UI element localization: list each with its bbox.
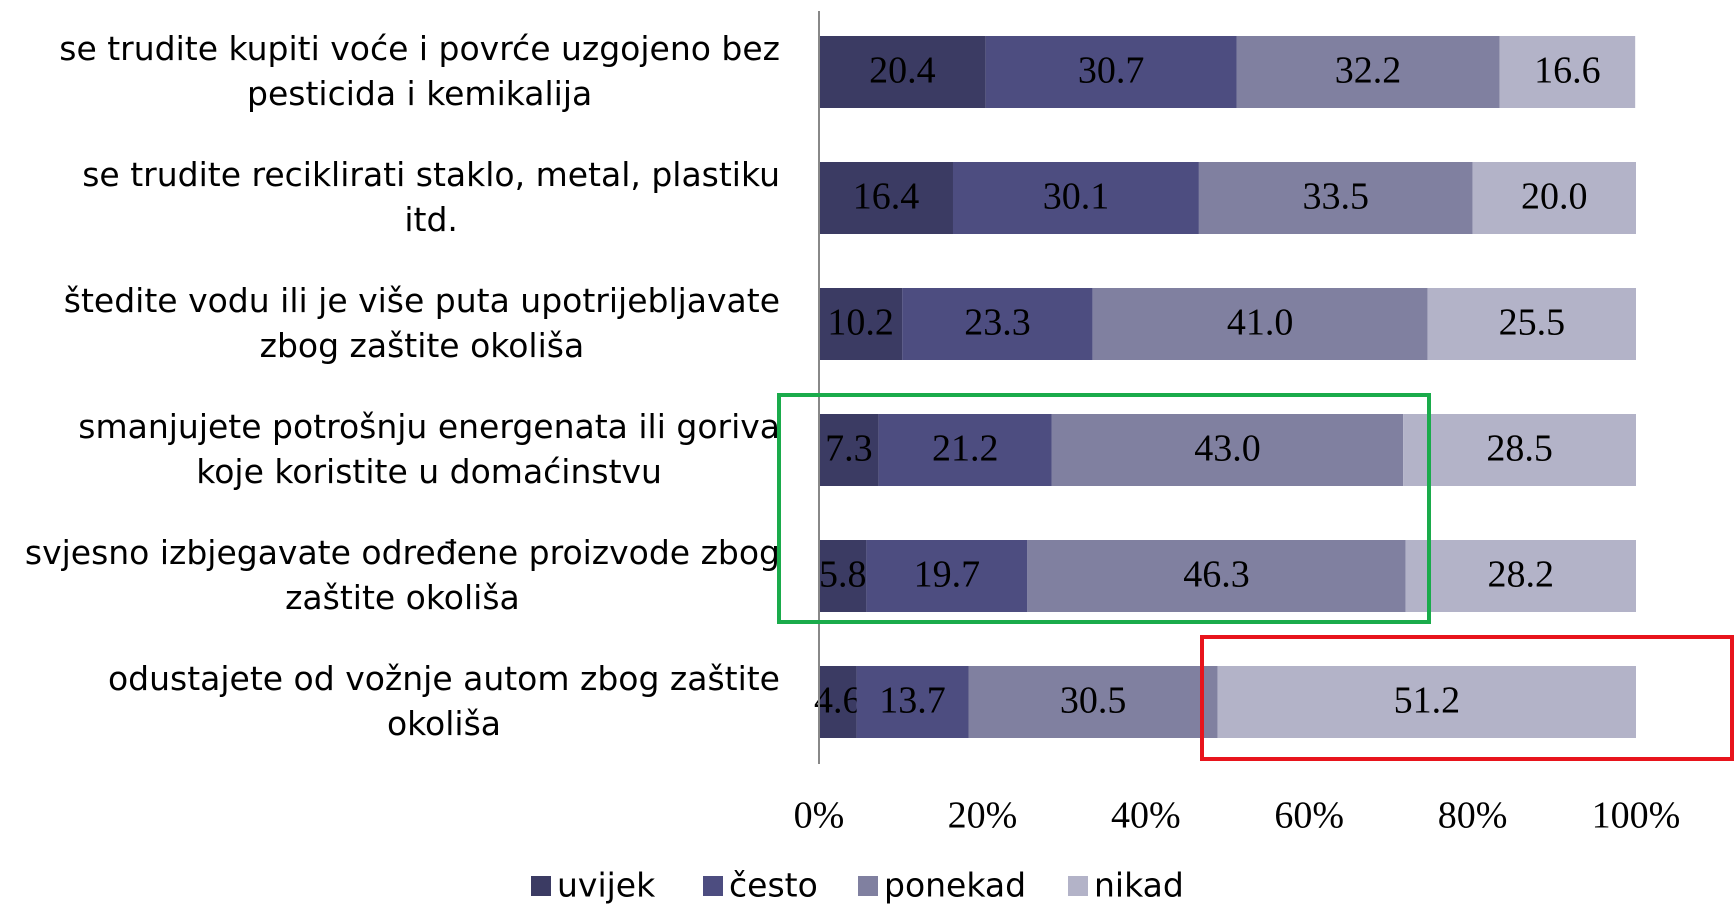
bar-segment — [1051, 414, 1404, 486]
plot: 20.4 30.7 32.2 16.6 se trudite kupiti voće i… — [25, 11, 1680, 905]
value-label: 51.2 — [1394, 680, 1461, 722]
value-label: 20.0 — [1521, 176, 1588, 218]
value-label: 23.3 — [964, 302, 1031, 344]
value-label: 16.4 — [853, 176, 920, 218]
bar-segment — [819, 36, 986, 108]
bar-segment — [819, 540, 867, 612]
value-label: 16.6 — [1534, 50, 1601, 92]
bar-segment — [866, 540, 1028, 612]
bar-segment — [1405, 540, 1636, 612]
bar-segment — [1236, 36, 1500, 108]
bar-segment — [968, 666, 1218, 738]
highlight-box-red — [1200, 635, 1734, 761]
category-label: svjesno izbjegavate određene proizvode z… — [25, 533, 780, 617]
value-label: 28.5 — [1486, 428, 1553, 470]
x-tick-label: 80% — [1438, 795, 1508, 837]
value-label: 30.1 — [1043, 176, 1110, 218]
legend-swatch — [703, 876, 723, 896]
value-label: 32.2 — [1335, 50, 1402, 92]
value-label: 5.8 — [819, 554, 867, 596]
bar-segment — [985, 36, 1237, 108]
value-label: 21.2 — [932, 428, 999, 470]
bar-segment — [1472, 162, 1636, 234]
legend-label: nikad — [1094, 866, 1184, 905]
bar-segment — [1427, 288, 1636, 360]
bar-segment — [1092, 288, 1428, 360]
x-tick-label: 60% — [1274, 795, 1344, 837]
value-label: 46.3 — [1183, 554, 1250, 596]
value-label: 30.5 — [1060, 680, 1127, 722]
bar-segment — [819, 414, 879, 486]
value-label: 43.0 — [1194, 428, 1261, 470]
value-label: 30.7 — [1078, 50, 1145, 92]
value-label: 20.4 — [869, 50, 936, 92]
bar-segment — [856, 666, 969, 738]
bar-segment — [902, 288, 1093, 360]
bar-segment — [1217, 666, 1636, 738]
value-label: 4.6 — [814, 680, 862, 722]
value-label: 28.2 — [1488, 554, 1555, 596]
value-label: 7.3 — [825, 428, 873, 470]
x-tick-label: 100% — [1592, 795, 1681, 837]
category-label: se trudite reciklirati staklo, metal, pl… — [82, 155, 780, 239]
highlight-box-green — [777, 393, 1431, 624]
bar-segment — [819, 288, 903, 360]
x-tick-label: 40% — [1111, 795, 1181, 837]
value-label: 25.5 — [1499, 302, 1566, 344]
legend-label: uvijek — [557, 866, 656, 905]
legend-swatch — [858, 876, 878, 896]
bar-segment — [878, 414, 1052, 486]
x-tick-label: 20% — [948, 795, 1018, 837]
value-label: 10.2 — [827, 302, 894, 344]
legend-label: ponekad — [884, 866, 1026, 905]
value-label: 41.0 — [1227, 302, 1294, 344]
bar-segment — [1198, 162, 1473, 234]
bar-segment — [819, 666, 857, 738]
legend-swatch — [1068, 876, 1088, 896]
bar-segment — [819, 162, 953, 234]
legend-label: često — [729, 866, 818, 905]
category-label: se trudite kupiti voće i povrće uzgojeno… — [59, 29, 780, 113]
category-label: štedite vodu ili je više puta upotrijebl… — [64, 281, 780, 365]
bar-segment — [952, 162, 1199, 234]
bar-segment — [1027, 540, 1406, 612]
value-label: 13.7 — [879, 680, 946, 722]
category-label: smanjujete potrošnju energenata ili gori… — [78, 407, 780, 491]
x-tick-label: 0% — [794, 795, 845, 837]
bar-segment — [1403, 414, 1636, 486]
legend-swatch — [531, 876, 551, 896]
value-label: 19.7 — [914, 554, 981, 596]
bar-segment — [1499, 36, 1636, 108]
value-label: 33.5 — [1303, 176, 1370, 218]
category-label: odustajete od vožnje autom zbog zaštite o… — [108, 659, 780, 743]
